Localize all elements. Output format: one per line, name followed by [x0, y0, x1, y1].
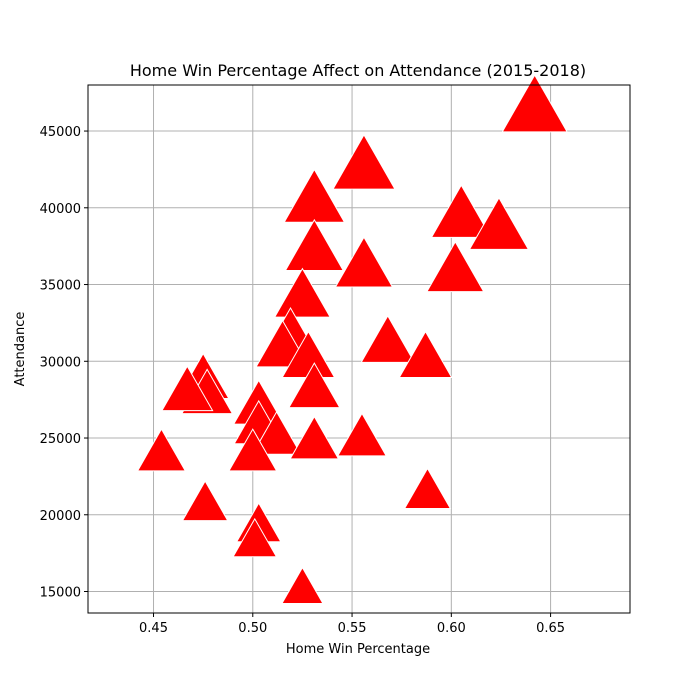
x-tick-label: 0.65	[536, 621, 565, 636]
x-tick-label: 0.50	[238, 621, 267, 636]
y-tick-label: 45000	[40, 125, 81, 140]
data-point	[334, 236, 394, 288]
x-axis-label: Home Win Percentage	[286, 642, 430, 657]
x-tick-label: 0.60	[437, 621, 466, 636]
data-point	[426, 240, 485, 293]
y-tick-label: 30000	[40, 355, 81, 370]
data-point	[332, 133, 396, 190]
chart-title: Home Win Percentage Affect on Attendance…	[130, 61, 586, 80]
x-axis-ticks: 0.45 0.50 0.55 0.60 0.65	[139, 613, 565, 636]
y-axis-ticks: 15000 20000 25000 30000 35000 40000 45000	[40, 125, 88, 601]
data-point	[288, 362, 341, 409]
data-point	[251, 410, 302, 455]
data-point	[398, 330, 453, 378]
data-point	[284, 218, 345, 271]
data-point	[181, 480, 229, 522]
data-point	[232, 517, 278, 558]
data-point	[360, 314, 416, 363]
data-point	[161, 365, 214, 412]
y-tick-label: 35000	[40, 279, 81, 294]
plot-frame	[87, 84, 631, 614]
x-tick-label: 0.55	[338, 621, 367, 636]
y-tick-label: 15000	[40, 586, 81, 601]
data-point	[501, 74, 568, 133]
y-tick-label: 40000	[40, 202, 81, 217]
data-point	[336, 412, 388, 457]
y-tick-label: 20000	[40, 509, 81, 524]
data-point	[403, 467, 452, 510]
data-point	[273, 267, 331, 318]
data-points	[136, 74, 568, 604]
data-point	[281, 566, 324, 604]
y-axis-label: Attendance	[13, 312, 28, 387]
data-point	[289, 415, 340, 460]
x-tick-label: 0.45	[139, 621, 168, 636]
y-tick-label: 25000	[40, 432, 81, 447]
data-point	[136, 428, 187, 472]
data-point	[283, 168, 346, 223]
data-point	[228, 428, 278, 472]
data-point	[430, 184, 492, 238]
data-point	[468, 196, 530, 250]
